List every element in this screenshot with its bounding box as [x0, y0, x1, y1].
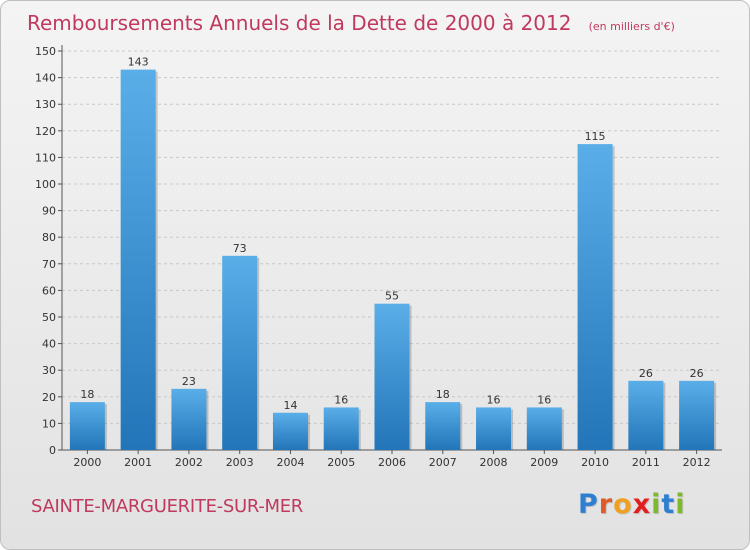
- value-label-2002: 23: [182, 375, 196, 388]
- bar-2001: [120, 69, 156, 451]
- value-label-2003: 73: [233, 242, 247, 255]
- chart-title: Remboursements Annuels de la Dette de 20…: [27, 11, 675, 35]
- bars: [69, 69, 717, 451]
- logo-letter: o: [613, 489, 633, 520]
- x-tick-labels: 2000 2001 2002 2003 2004 2005 2006 2007 2008 2009…: [73, 450, 711, 469]
- y-tick-label: 140: [35, 72, 56, 85]
- value-label-2005: 16: [334, 393, 348, 406]
- bar-2002: [171, 388, 207, 450]
- logo-letter: i: [675, 489, 686, 520]
- value-label-2001: 143: [128, 56, 149, 69]
- x-tick-label-2012: 2012: [683, 456, 711, 469]
- x-tick-label-2008: 2008: [480, 456, 508, 469]
- proxiti-logo: Proxiti: [578, 489, 686, 520]
- commune-name: SAINTE-MARGUERITE-SUR-MER: [31, 496, 304, 517]
- bar-2004: [272, 412, 308, 450]
- bar-2003: [222, 255, 258, 450]
- x-tick-label-2004: 2004: [276, 456, 304, 469]
- bar-2000: [69, 402, 105, 450]
- value-label-2000: 18: [80, 388, 94, 401]
- logo-letter: t: [661, 489, 676, 520]
- x-tick-label-2010: 2010: [581, 456, 609, 469]
- x-tick-label-2009: 2009: [530, 456, 558, 469]
- chart-title-text: Remboursements Annuels de la Dette de 20…: [27, 11, 571, 35]
- y-tick-label: 120: [35, 125, 56, 138]
- y-tick-label: 80: [42, 231, 56, 244]
- x-tick-label-2000: 2000: [73, 456, 101, 469]
- y-tick-label: 130: [35, 98, 56, 111]
- bar-2006: [374, 303, 410, 450]
- y-tick-label: 0: [49, 444, 56, 457]
- chart-unit-text: (en milliers d'€): [589, 20, 675, 33]
- logo-letter: i: [651, 489, 662, 520]
- bar-2010: [577, 144, 613, 450]
- logo-letter: r: [598, 489, 614, 520]
- bar-2012: [679, 380, 715, 450]
- y-tick-label: 150: [35, 45, 56, 58]
- y-tick-label: 20: [42, 391, 56, 404]
- value-label-2007: 18: [436, 388, 450, 401]
- y-tick-label: 90: [42, 205, 56, 218]
- y-tick-label: 10: [42, 417, 56, 430]
- value-label-2011: 26: [639, 367, 653, 380]
- x-tick-label-2001: 2001: [124, 456, 152, 469]
- x-tick-label-2007: 2007: [429, 456, 457, 469]
- x-tick-label-2006: 2006: [378, 456, 406, 469]
- value-label-2006: 55: [385, 290, 399, 303]
- value-label-2012: 26: [690, 367, 704, 380]
- y-tick-labels: 0 10 20 30 40 50 60 70 80 90 100 110 120 130 140 150: [35, 45, 56, 457]
- logo-letter: P: [578, 489, 599, 520]
- y-tick-label: 40: [42, 338, 56, 351]
- x-tick-label-2011: 2011: [632, 456, 660, 469]
- value-label-2008: 16: [487, 393, 501, 406]
- y-tick-label: 30: [42, 364, 56, 377]
- gridlines: [58, 50, 722, 451]
- y-tick-label: 110: [35, 151, 56, 164]
- value-label-2009: 16: [537, 393, 551, 406]
- x-tick-label-2005: 2005: [327, 456, 355, 469]
- y-tick-label: 70: [42, 258, 56, 271]
- value-label-2010: 115: [585, 130, 606, 143]
- logo-letter: x: [632, 489, 652, 520]
- value-labels: 18 143 23 73 14 16 55 18 16 16 115 26 26: [80, 56, 703, 412]
- value-label-2004: 14: [283, 399, 297, 412]
- y-tick-label: 50: [42, 311, 56, 324]
- bar-2008: [476, 407, 512, 450]
- bar-2011: [628, 380, 664, 450]
- bar-2005: [323, 407, 359, 450]
- bar-2009: [526, 407, 562, 450]
- y-tick-label: 60: [42, 284, 56, 297]
- x-tick-label-2002: 2002: [175, 456, 203, 469]
- x-tick-label-2003: 2003: [226, 456, 254, 469]
- y-tick-label: 100: [35, 178, 56, 191]
- bar-2007: [425, 402, 461, 450]
